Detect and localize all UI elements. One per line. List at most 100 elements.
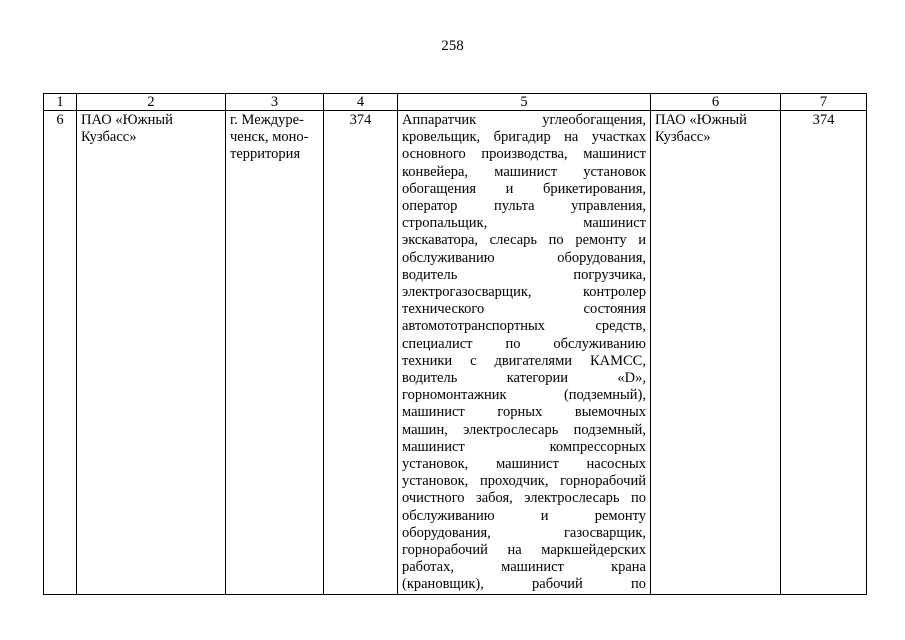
word: участках bbox=[591, 129, 646, 146]
word: (подземный), bbox=[563, 387, 646, 404]
word: «D», bbox=[617, 370, 646, 387]
word: основного bbox=[402, 146, 466, 163]
profession-line: установок, проходчик, горнорабочий bbox=[402, 473, 646, 490]
text-line: ПАО «Южный bbox=[81, 112, 173, 128]
word: по bbox=[630, 576, 646, 593]
word: машинист bbox=[402, 404, 465, 421]
col-header: 6 bbox=[650, 93, 781, 111]
page-number: 258 bbox=[441, 38, 464, 54]
word: и bbox=[540, 507, 549, 524]
word: брикетирования, bbox=[542, 180, 646, 197]
word: контролер bbox=[582, 284, 646, 301]
word: машинист bbox=[501, 559, 564, 576]
word: машин, bbox=[402, 421, 448, 438]
profession-line: (крановщик), рабочий по bbox=[402, 576, 646, 593]
profession-line: обслуживанию и ремонту bbox=[402, 508, 646, 525]
profession-line: кровельщик, бригадир на участках bbox=[402, 129, 646, 146]
word: электрогазосварщик, bbox=[402, 284, 532, 301]
word: машинист bbox=[583, 146, 646, 163]
organization: ПАО «Южный Кузбасс» bbox=[76, 110, 226, 595]
profession-line: электрогазосварщик, контролер bbox=[402, 284, 646, 301]
profession-line: горнорабочий на маркшейдерских bbox=[402, 542, 646, 559]
word: машинист bbox=[583, 215, 646, 232]
word: обслуживанию bbox=[553, 335, 646, 352]
word: машинист bbox=[402, 438, 465, 455]
location: г. Междуре-ченск, моно-территория bbox=[225, 110, 324, 595]
col-header: 7 bbox=[780, 93, 867, 111]
word: кровельщик, bbox=[402, 129, 481, 146]
word: крана bbox=[611, 559, 646, 576]
word: машинист bbox=[496, 456, 559, 473]
word: очистного bbox=[402, 490, 465, 507]
word: оборудования, bbox=[557, 249, 646, 266]
word: электрослесарь bbox=[524, 490, 620, 507]
profession-line: техники с двигателями КАМСС, bbox=[402, 353, 646, 370]
word: ремонту bbox=[594, 507, 646, 524]
profession-line: конвейера, машинист установок bbox=[402, 164, 646, 181]
profession-line: машинист горных выемочных bbox=[402, 404, 646, 421]
word: управления, bbox=[571, 198, 646, 215]
word: на bbox=[564, 129, 579, 146]
word: горнорабочий bbox=[402, 542, 488, 559]
profession-line: специалист по обслуживанию bbox=[402, 336, 646, 353]
row-number: 6 bbox=[43, 110, 77, 595]
word: установок, bbox=[402, 473, 469, 490]
word: водитель bbox=[402, 266, 458, 283]
word: машинист bbox=[494, 163, 558, 180]
word: водитель bbox=[402, 370, 458, 387]
professions: Аппаратчик углеобогащения, кровельщик, бриг… bbox=[397, 110, 651, 595]
count: 374 bbox=[323, 110, 398, 595]
profession-line: основного производства, машинист bbox=[402, 146, 646, 163]
word: пульта bbox=[493, 198, 535, 215]
word: установок, bbox=[402, 456, 469, 473]
word: компрессорных bbox=[549, 438, 646, 455]
data-table: 1 2 3 4 5 6 7 6 ПАО «Южный Кузбасс» г. Ме… bbox=[43, 93, 867, 595]
word: установок bbox=[583, 163, 646, 180]
word: на bbox=[507, 542, 522, 559]
profession-line: Аппаратчик углеобогащения, bbox=[402, 112, 646, 129]
word: двигателями bbox=[494, 352, 573, 369]
word: Аппаратчик bbox=[402, 112, 477, 128]
profession-line: водитель погрузчика, bbox=[402, 267, 646, 284]
text-line: территория bbox=[230, 146, 301, 163]
col-header: 1 bbox=[43, 93, 77, 111]
count-2: 374 bbox=[780, 110, 867, 595]
word: обслуживанию bbox=[402, 507, 495, 524]
word: обслуживанию bbox=[402, 249, 495, 266]
profession-line: обслуживанию оборудования, bbox=[402, 250, 646, 267]
text-line: Кузбасс» bbox=[655, 129, 711, 146]
word: стропальщик, bbox=[402, 215, 488, 232]
word: забоя, bbox=[476, 490, 513, 507]
word: производства, bbox=[481, 146, 568, 163]
word: по bbox=[548, 232, 564, 249]
word: (крановщик), bbox=[402, 576, 484, 593]
word: горных bbox=[497, 404, 543, 421]
text-line: Кузбасс» bbox=[81, 129, 137, 146]
profession-line: оператор пульта управления, bbox=[402, 198, 646, 215]
word: горнорабочий bbox=[560, 473, 646, 490]
word: электрослесарь bbox=[463, 421, 559, 438]
text-line: ПАО «Южный bbox=[655, 112, 747, 128]
word: автомототранспортных bbox=[402, 318, 546, 335]
profession-line: экскаватора, слесарь по ремонту и bbox=[402, 232, 646, 249]
word: по bbox=[505, 335, 521, 352]
profession-line: технического состояния bbox=[402, 301, 646, 318]
col-header: 4 bbox=[323, 93, 398, 111]
word: обогащения bbox=[402, 180, 477, 197]
word: и bbox=[505, 180, 514, 197]
word: маркшейдерских bbox=[541, 542, 646, 559]
word: КАМСС, bbox=[589, 352, 646, 369]
word: и bbox=[638, 232, 646, 249]
header-row: 1 2 3 4 5 6 7 bbox=[43, 93, 867, 111]
profession-line: обогащения и брикетирования, bbox=[402, 181, 646, 198]
profession-line: водитель категории «D», bbox=[402, 370, 646, 387]
text-line: г. Междуре- bbox=[230, 112, 304, 128]
word: углеобогащения, bbox=[542, 112, 646, 128]
word: бригадир bbox=[493, 129, 551, 146]
word: с bbox=[470, 352, 477, 369]
word: конвейера, bbox=[402, 163, 469, 180]
word: специалист bbox=[402, 335, 473, 352]
profession-line: очистного забоя, электрослесарь по bbox=[402, 490, 646, 507]
profession-line: машин, электрослесарь подземный, bbox=[402, 422, 646, 439]
